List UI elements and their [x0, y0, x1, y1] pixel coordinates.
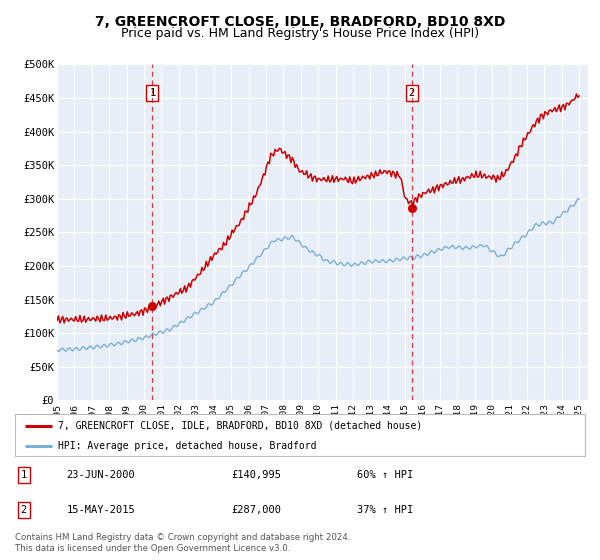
- Text: £287,000: £287,000: [232, 505, 281, 515]
- Text: 23-JUN-2000: 23-JUN-2000: [66, 470, 135, 480]
- Text: 7, GREENCROFT CLOSE, IDLE, BRADFORD, BD10 8XD: 7, GREENCROFT CLOSE, IDLE, BRADFORD, BD1…: [95, 15, 505, 29]
- Text: £140,995: £140,995: [232, 470, 281, 480]
- Text: 2: 2: [409, 88, 415, 98]
- Text: 60% ↑ HPI: 60% ↑ HPI: [357, 470, 413, 480]
- Text: 1: 1: [20, 470, 26, 480]
- Text: 7, GREENCROFT CLOSE, IDLE, BRADFORD, BD10 8XD (detached house): 7, GREENCROFT CLOSE, IDLE, BRADFORD, BD1…: [58, 421, 422, 431]
- Text: 1: 1: [149, 88, 155, 98]
- Text: 37% ↑ HPI: 37% ↑ HPI: [357, 505, 413, 515]
- Text: HPI: Average price, detached house, Bradford: HPI: Average price, detached house, Brad…: [58, 441, 316, 451]
- Text: 2: 2: [20, 505, 26, 515]
- Text: Contains HM Land Registry data © Crown copyright and database right 2024.
This d: Contains HM Land Registry data © Crown c…: [15, 533, 350, 553]
- Text: 15-MAY-2015: 15-MAY-2015: [66, 505, 135, 515]
- Text: Price paid vs. HM Land Registry's House Price Index (HPI): Price paid vs. HM Land Registry's House …: [121, 27, 479, 40]
